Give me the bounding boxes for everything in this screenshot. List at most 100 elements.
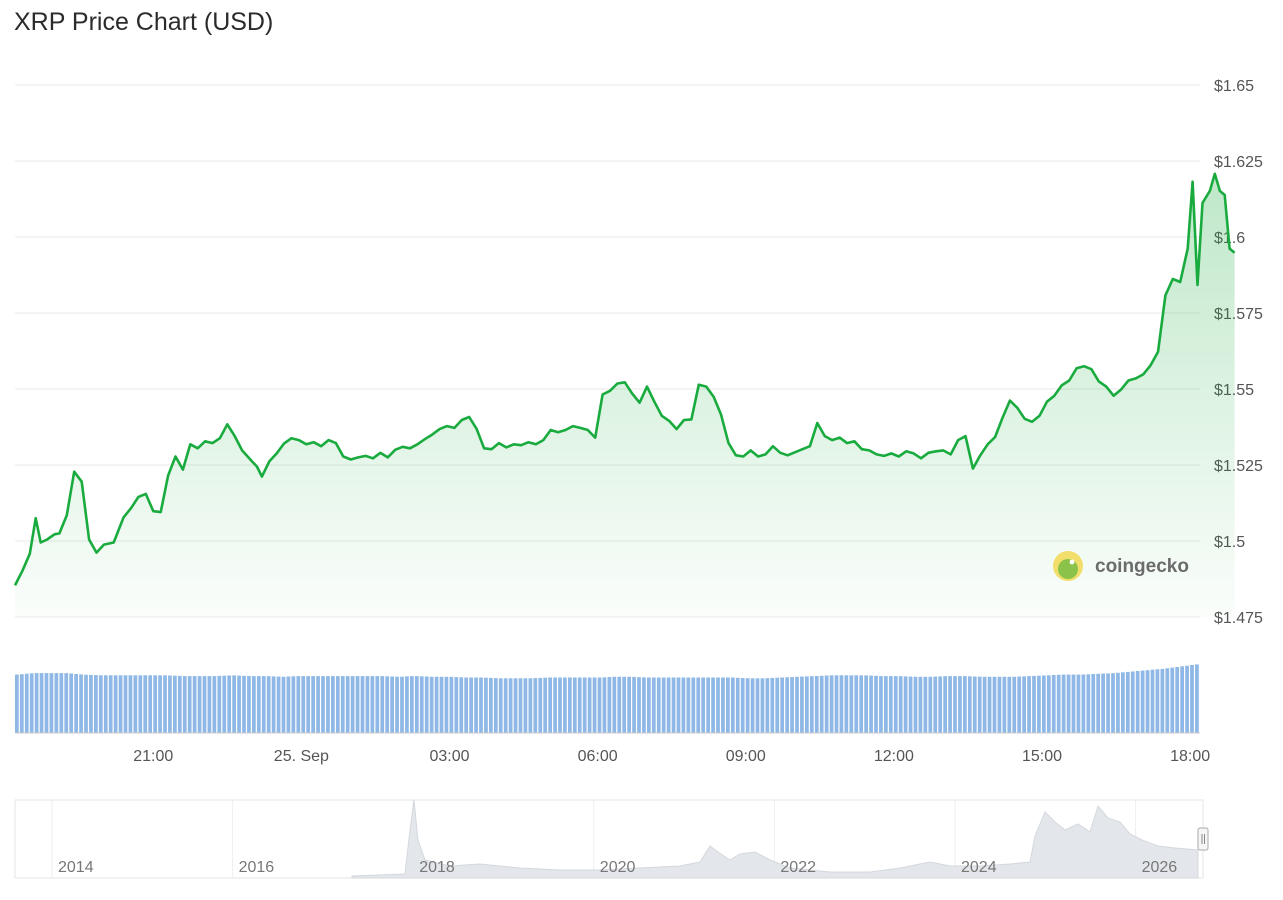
volume-bar <box>1170 667 1175 733</box>
x-tick-label: 12:00 <box>874 748 914 765</box>
volume-bar <box>370 676 375 733</box>
volume-bar <box>74 674 78 733</box>
volume-bar <box>1037 675 1041 733</box>
range-navigator[interactable]: 2014 2016 2018 2020 2022 2024 2026 <box>14 799 1209 879</box>
volume-bar <box>212 676 217 733</box>
volume-bar <box>760 678 765 734</box>
volume-bar <box>632 676 636 733</box>
volume-bar <box>493 678 498 733</box>
volume-bar <box>928 676 933 733</box>
volume-bar <box>864 675 868 733</box>
volume-bar <box>1091 674 1096 733</box>
volume-bar <box>439 676 444 733</box>
navigator-tick-label: 2024 <box>961 859 997 876</box>
volume-bar <box>217 675 222 733</box>
volume-bar <box>414 676 419 733</box>
navigator-tick-label: 2016 <box>239 859 275 876</box>
volume-bar <box>296 676 301 733</box>
volume-bar <box>879 676 883 733</box>
volume-bar <box>913 676 918 733</box>
volume-bar <box>321 676 325 733</box>
volume-bar <box>54 673 59 733</box>
x-tick-label: 03:00 <box>429 748 469 765</box>
volume-bar <box>637 677 641 733</box>
volume-bar <box>1042 675 1046 733</box>
x-tick-label: 06:00 <box>578 748 618 765</box>
volume-bar <box>252 676 256 733</box>
volume-bar <box>869 675 873 733</box>
volume-bar <box>1106 673 1110 733</box>
volume-bar <box>681 677 686 733</box>
x-axis: 21:00 25. Sep 03:00 06:00 09:00 12:00 15:00 18:… <box>133 748 1210 765</box>
volume-bar <box>958 676 962 733</box>
watermark: coingecko <box>1053 551 1189 581</box>
volume-bar <box>839 675 844 733</box>
volume-bar <box>434 676 439 733</box>
volume-bar <box>661 677 666 733</box>
volume-bar <box>1007 676 1012 733</box>
volume-bar <box>972 676 977 733</box>
volume-bar <box>158 675 162 733</box>
volume-bar <box>1150 669 1155 733</box>
volume-bar <box>1017 676 1022 733</box>
volume-bar <box>953 676 957 733</box>
volume-bar <box>874 675 878 733</box>
volume-bar <box>577 677 582 733</box>
volume-bar <box>335 676 340 733</box>
volume-bar <box>750 678 755 734</box>
volume-bar <box>331 676 335 733</box>
volume-bar <box>706 677 710 733</box>
volume-bar <box>479 677 483 733</box>
volume-bar <box>765 678 770 733</box>
volume-bar <box>306 676 311 733</box>
volume-bar <box>592 677 597 733</box>
volume-bar <box>1032 675 1036 733</box>
volume-bar <box>1066 674 1071 733</box>
volume-bar <box>1051 675 1056 733</box>
volume-bar <box>780 677 785 733</box>
volume-bar <box>108 675 113 733</box>
volume-bar <box>469 677 473 733</box>
navigator-tick-label: 2018 <box>419 859 455 876</box>
volume-bar <box>1125 671 1130 733</box>
volume-bar <box>1195 664 1199 733</box>
volume-bar <box>800 676 804 733</box>
volume-bar <box>1012 676 1017 733</box>
volume-bar <box>1145 670 1150 733</box>
volume-bar <box>597 677 602 733</box>
volume-bar <box>548 677 552 733</box>
volume-bar <box>1185 665 1189 733</box>
volume-bar <box>29 673 34 733</box>
volume-bar <box>197 676 202 733</box>
volume-bar <box>775 677 780 733</box>
volume-bar <box>997 676 1002 733</box>
volume-bar <box>770 677 775 733</box>
x-tick-label: 15:00 <box>1022 748 1062 765</box>
volume-bar <box>711 677 715 733</box>
volume-bar <box>1121 672 1125 733</box>
volume-bar <box>350 676 355 733</box>
volume-bar <box>395 676 399 733</box>
volume-bar <box>489 677 493 733</box>
volume-bar <box>1160 668 1165 733</box>
volume-bar <box>187 676 192 733</box>
volume-bar <box>153 675 157 733</box>
volume-bar <box>819 675 824 733</box>
volume-bar <box>617 676 622 733</box>
volume-bar <box>1081 674 1086 733</box>
volume-bar <box>918 676 923 733</box>
volume-bar <box>582 677 587 733</box>
volume-bar <box>410 676 414 733</box>
volume-bar <box>572 677 577 733</box>
volume-bar <box>1130 671 1135 733</box>
navigator-tick-label: 2022 <box>780 859 816 876</box>
volume-bar <box>113 675 118 733</box>
volume-bars <box>15 664 1200 734</box>
volume-bar <box>824 675 829 733</box>
volume-bar <box>651 677 656 733</box>
navigator-handle[interactable] <box>1197 827 1209 851</box>
volume-bar <box>177 675 182 733</box>
volume-bar <box>49 673 54 733</box>
volume-bar <box>59 673 64 733</box>
